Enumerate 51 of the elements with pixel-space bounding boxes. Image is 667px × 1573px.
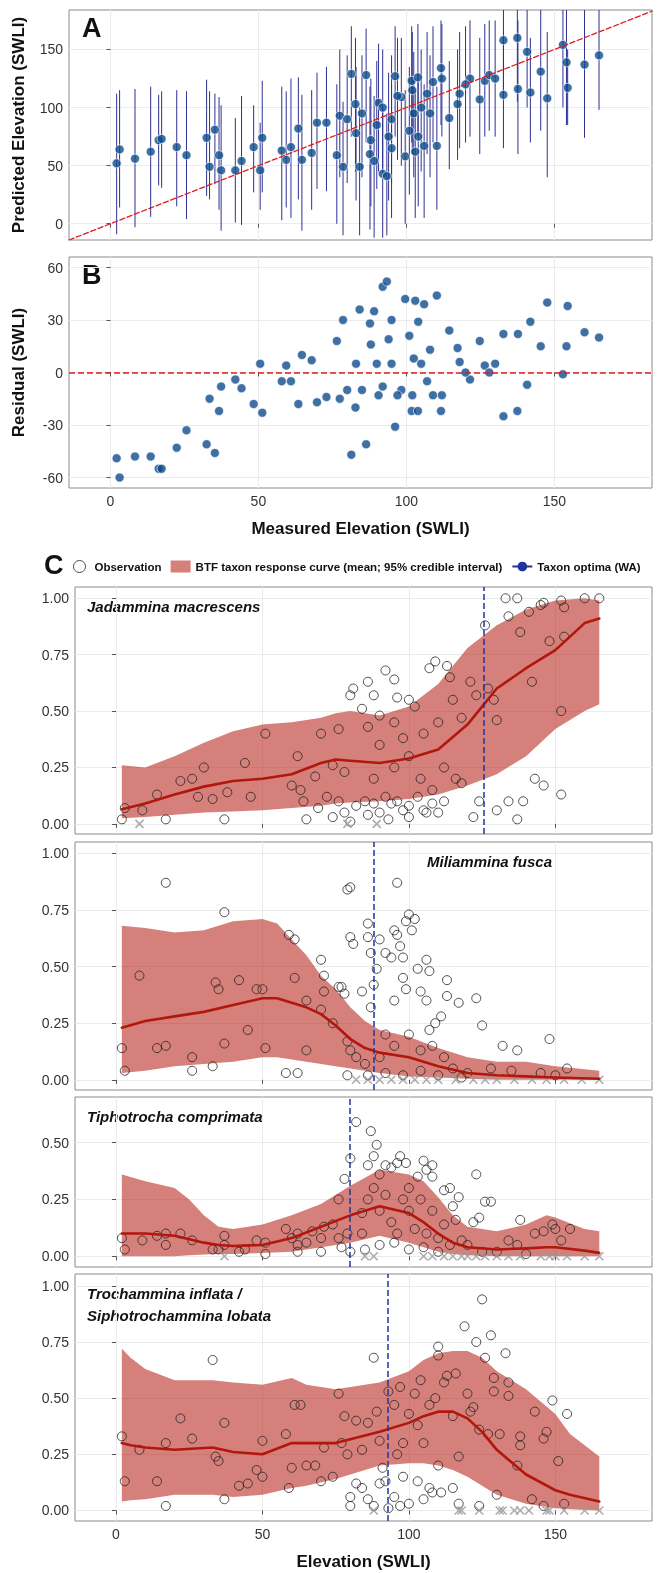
y-tick-label: 0: [55, 215, 64, 232]
x-tick-label: 150: [542, 493, 567, 509]
chart-title: A: [82, 12, 102, 43]
y-axis-title: Residual (SWLI): [9, 307, 28, 438]
line-series: [120, 1410, 601, 1503]
y-tick-label: 0.25: [41, 1015, 70, 1032]
x-tick-label: 50: [254, 1526, 271, 1542]
text: Trochammina inflata / Siphotrochammina lobata: [87, 1284, 272, 1324]
y-tick-label: 50: [47, 157, 64, 174]
y-tick-label: 0.75: [41, 901, 70, 918]
y-tick-label: 0.00: [41, 1502, 70, 1519]
y-tick-label: 100: [39, 99, 64, 116]
y-tick-label: 0.00: [41, 1248, 70, 1265]
legend-label: Observation: [94, 560, 162, 573]
y-tick-label: 0.25: [41, 1446, 70, 1463]
y-tick-label: 0.00: [41, 1071, 70, 1088]
y-tick-label: -60: [42, 469, 64, 486]
legend-label: Taxon optima (WA): [537, 560, 641, 573]
y-tick-label: 0.25: [41, 759, 70, 776]
x-tick-label: 100: [397, 1526, 421, 1542]
y-tick-label: 0.50: [41, 958, 70, 975]
y-tick-label: 1.00: [41, 1277, 70, 1294]
x-tick-label: 0: [106, 493, 115, 509]
x-tick-label: 50: [250, 493, 267, 509]
y-tick-label: 0.50: [41, 1390, 70, 1407]
x-tick-label: 100: [394, 493, 419, 509]
y-tick-label: 0: [55, 364, 64, 381]
y-axis-title: Predicted Elevation (SWLI): [9, 16, 28, 234]
y-tick-label: 60: [47, 259, 64, 276]
chart-title: C: [44, 549, 64, 580]
legend-label: BTF taxon response curve (mean; 95% credible interval): [195, 560, 503, 573]
x-tick-label: 0: [112, 1526, 121, 1542]
y-tick-label: 0.75: [41, 1334, 70, 1351]
y-tick-label: 1.00: [41, 845, 70, 862]
x-axis-title: Measured Elevation (SWLI): [251, 519, 470, 538]
line-series: [120, 1204, 601, 1255]
y-tick-label: 0.00: [41, 815, 70, 832]
y-tick-label: 0.50: [41, 1134, 70, 1151]
y-tick-label: 150: [39, 41, 64, 58]
text: Miliammina fusca: [427, 852, 553, 870]
x-axis-title: Elevation (SWLI): [296, 1552, 431, 1571]
text: Tiphotrocha comprimata: [87, 1107, 263, 1125]
y-tick-label: 1.00: [41, 590, 70, 607]
y-tick-label: 30: [47, 312, 64, 328]
x-tick-label: 150: [543, 1526, 568, 1542]
y-tick-label: 0.50: [41, 703, 70, 720]
y-tick-label: 0.25: [41, 1191, 70, 1208]
y-tick-label: -30: [42, 417, 64, 433]
line-series: [120, 996, 601, 1080]
text: Jadammina macrescens: [87, 597, 261, 615]
y-tick-label: 0.75: [41, 646, 70, 663]
